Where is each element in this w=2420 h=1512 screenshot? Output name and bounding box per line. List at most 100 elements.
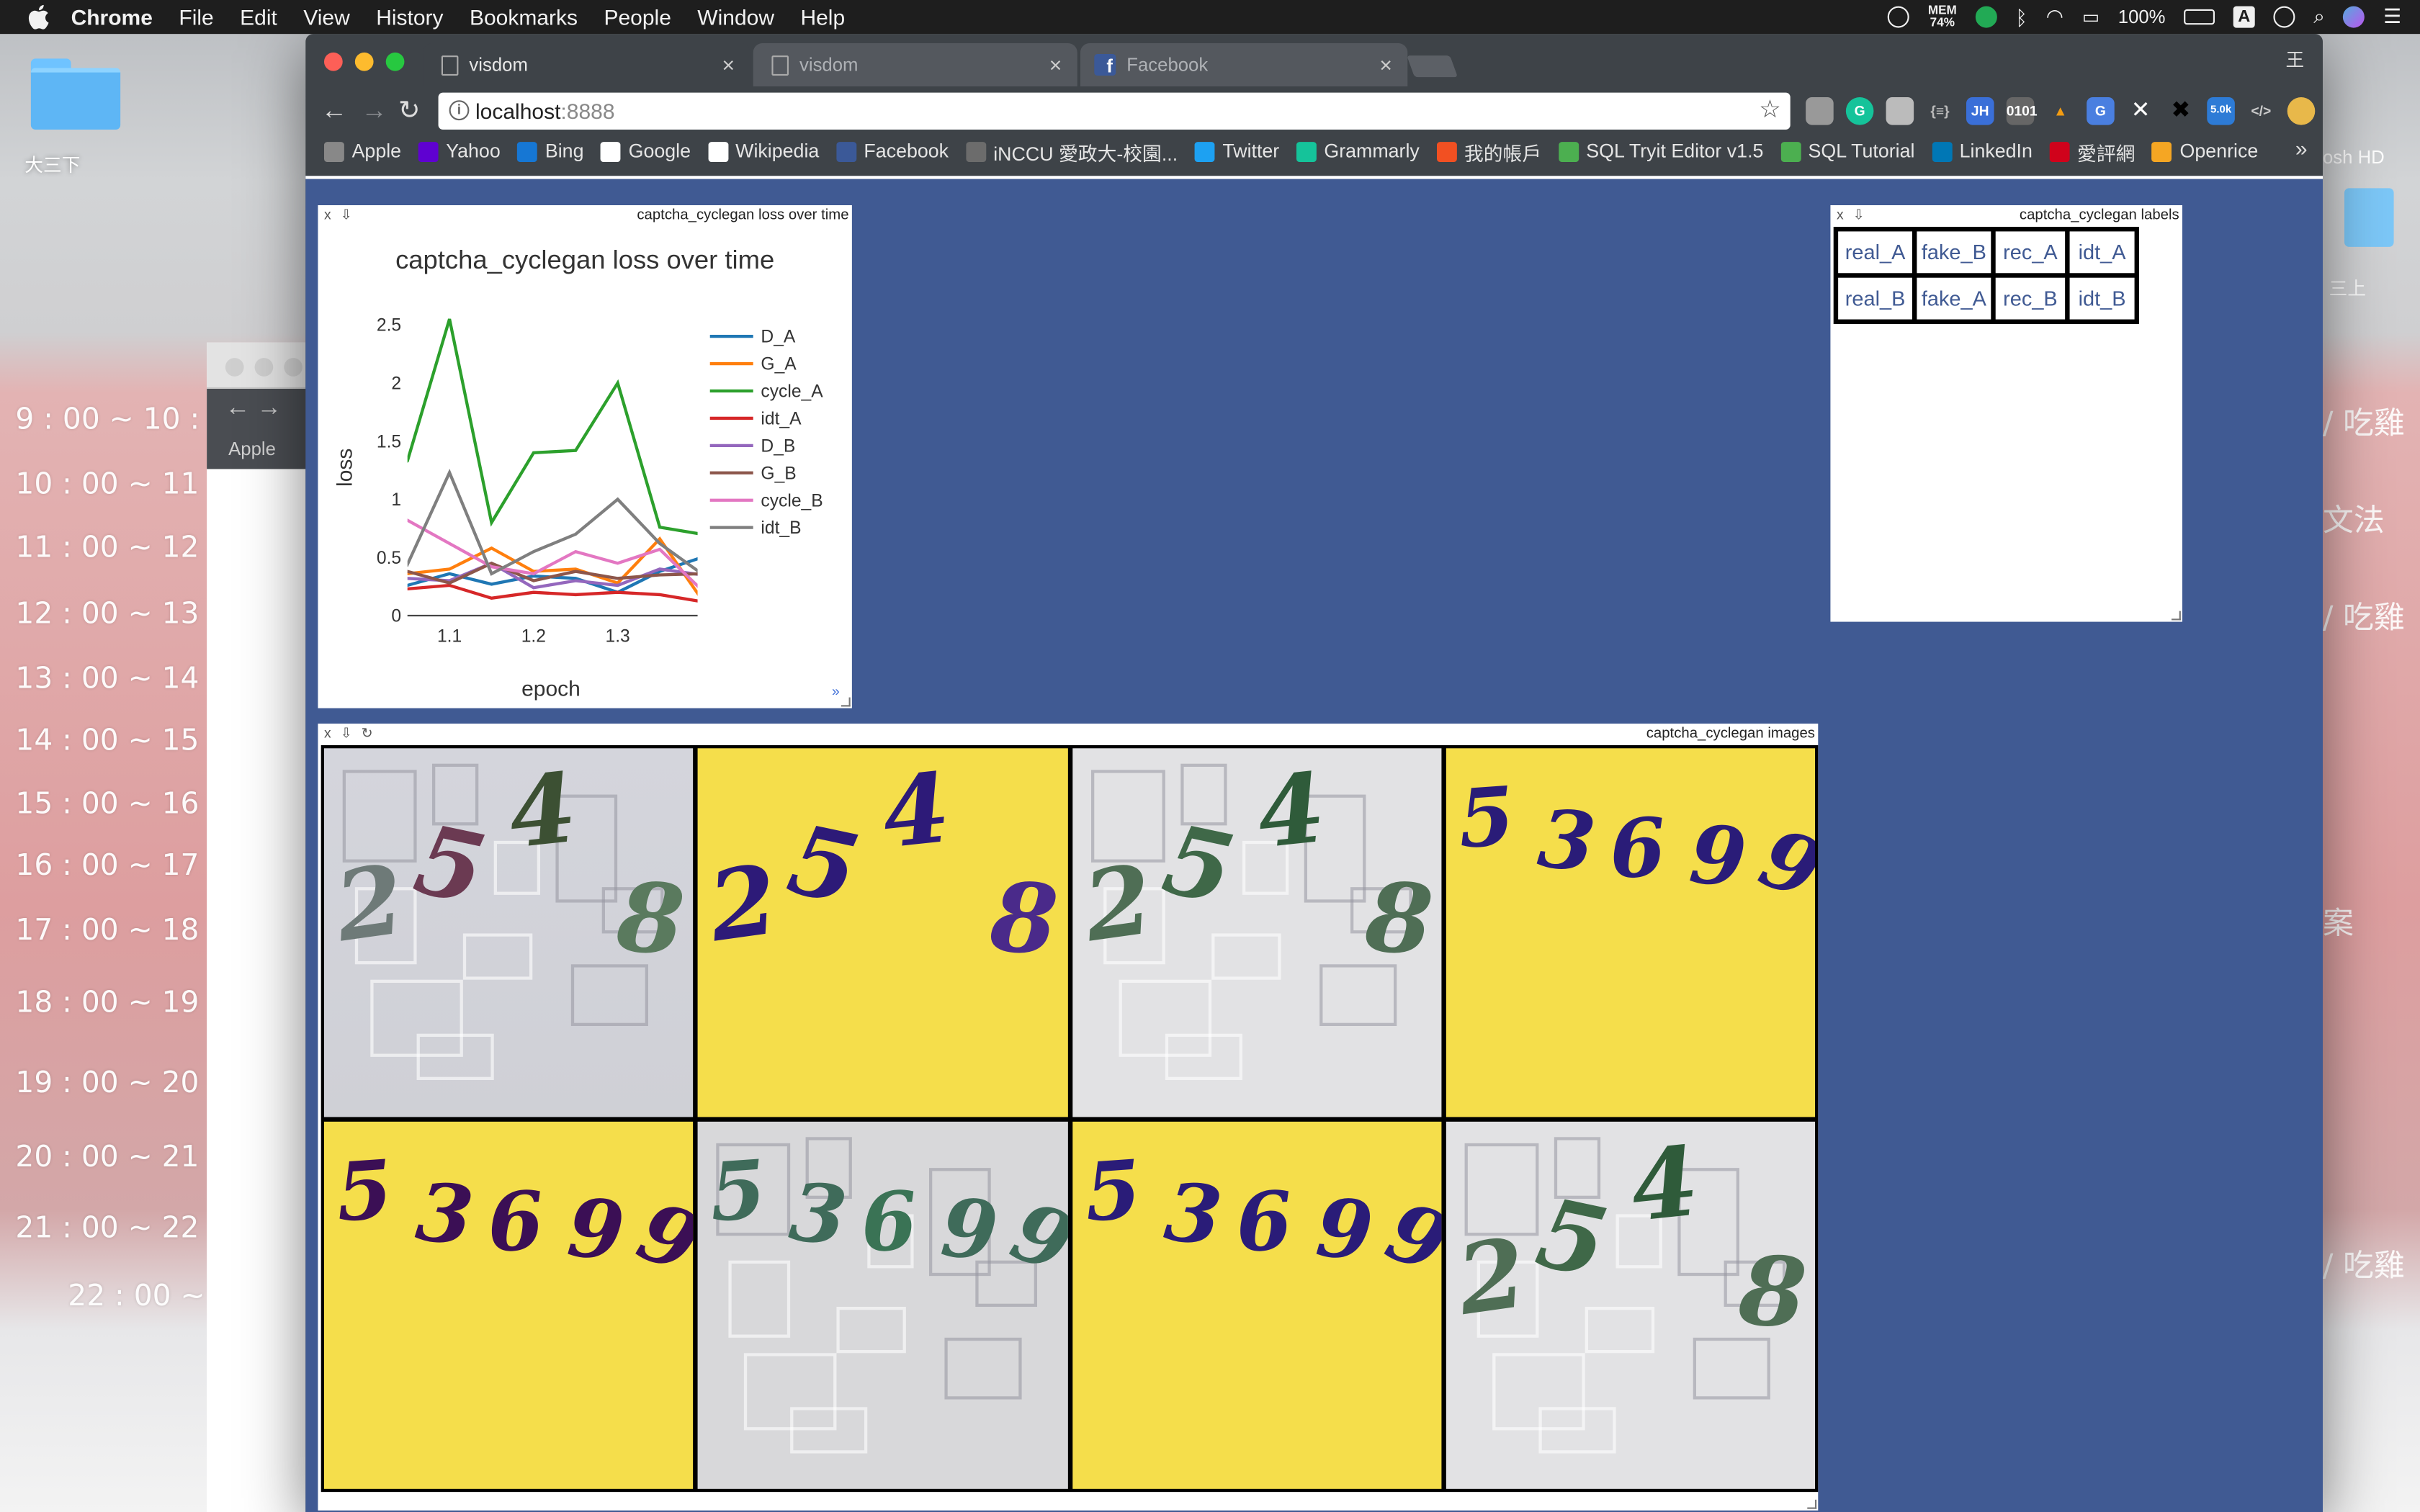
bookmark-item[interactable]: LinkedIn (1932, 140, 2033, 162)
noise-line (1538, 1406, 1616, 1453)
bookmark-label: Google (628, 140, 691, 162)
back-arrow-icon[interactable]: ← → (207, 389, 315, 432)
menu-window[interactable]: Window (697, 4, 775, 30)
resize-handle[interactable] (841, 697, 851, 707)
menu-help[interactable]: Help (800, 4, 846, 30)
badge-extension-icon[interactable]: 5.0k (2207, 97, 2235, 125)
tools-extension-icon[interactable]: ✕ (2130, 97, 2151, 124)
bookmark-item[interactable]: Google (601, 140, 691, 162)
minimize-window-button[interactable] (354, 52, 374, 71)
close-pane-icon[interactable]: x (324, 725, 331, 741)
close-tab-icon[interactable]: × (1379, 52, 1392, 78)
info-icon[interactable]: i (449, 100, 470, 121)
background-window[interactable]: ← → Apple (207, 342, 315, 1512)
save-pane-icon[interactable]: ⇩ (340, 725, 352, 741)
wifi-icon[interactable]: ◠ (2045, 4, 2064, 28)
bookmark-item[interactable]: 愛評網 (2049, 137, 2135, 166)
mem-label: MEM (1927, 3, 1957, 17)
tab-visdom-active[interactable]: visdom × (423, 43, 750, 86)
bookmark-label[interactable]: Apple (228, 438, 276, 460)
clock-icon[interactable] (2273, 6, 2295, 28)
bookmark-item[interactable]: SQL Tryit Editor v1.5 (1558, 140, 1763, 162)
bookmark-item[interactable]: Yahoo (418, 140, 501, 162)
bookmark-item[interactable]: iNCCU 愛政大-校園... (965, 137, 1178, 166)
folder-icon[interactable] (30, 58, 121, 132)
airplay-icon[interactable]: ▭ (2081, 6, 2100, 28)
close-pane-icon[interactable]: x (324, 207, 331, 222)
captcha-digit: 8 (987, 860, 1062, 978)
translate-extension-icon[interactable]: G (2087, 97, 2115, 125)
json-extension-icon[interactable]: {≡} (1930, 103, 1950, 119)
zoom-window-button[interactable] (385, 52, 405, 71)
forward-icon[interactable]: → (361, 95, 387, 125)
siri-icon[interactable] (2343, 6, 2365, 28)
menu-history[interactable]: History (376, 4, 444, 30)
plotly-link[interactable]: » (831, 683, 840, 699)
resize-handle[interactable] (1807, 1499, 1817, 1509)
menu-view[interactable]: View (303, 4, 350, 30)
input-source[interactable]: A (2233, 6, 2255, 28)
activity-icon[interactable] (1888, 6, 1910, 28)
spotlight-search-icon[interactable]: ⌕ (2313, 4, 2325, 28)
save-pane-icon[interactable]: ⇩ (1852, 207, 1865, 222)
bookmark-item[interactable]: Twitter (1194, 140, 1279, 162)
right-wallpaper-strip: 三上 / 吃雞 文法 / 吃雞 案 / 吃雞 (2323, 173, 2420, 1512)
memory-indicator[interactable]: MEM 74% (1928, 4, 1957, 29)
labels-pane[interactable]: x ⇩ captcha_cyclegan labels real_A fake_B r… (1830, 205, 2182, 622)
dollar-icon[interactable] (1975, 6, 1997, 28)
tab-facebook[interactable]: f Facebook × (1080, 43, 1408, 86)
address-bar[interactable]: i localhost:8888 ☆ (438, 92, 1791, 130)
close-tab-icon[interactable]: × (1049, 52, 1062, 78)
refresh-pane-icon[interactable]: ↻ (361, 725, 373, 741)
menu-file[interactable]: File (179, 4, 214, 30)
app-menu[interactable]: Chrome (71, 4, 153, 30)
bookmark-star-icon[interactable]: ☆ (1759, 97, 1781, 124)
right-item: / 吃雞 (2323, 404, 2405, 441)
bookmark-item[interactable]: Bing (517, 140, 584, 162)
new-tab-button[interactable] (1407, 55, 1458, 78)
bookmarks-overflow-button[interactable]: » (2295, 135, 2308, 161)
bookmark-item[interactable]: Wikipedia (707, 140, 819, 162)
apple-menu-icon[interactable] (28, 4, 53, 30)
tab-visdom[interactable]: visdom × (753, 43, 1077, 86)
bookmark-item[interactable]: Apple (324, 140, 401, 162)
close-pane-icon[interactable]: x (1837, 207, 1844, 222)
save-pane-icon[interactable]: ⇩ (340, 207, 352, 222)
profile-button[interactable]: 王 (2285, 49, 2305, 71)
bluetooth-icon[interactable]: ᛒ (2015, 5, 2028, 29)
bookmark-item[interactable]: Grammarly (1296, 140, 1420, 162)
grammarly-extension-icon[interactable]: G (1845, 97, 1874, 125)
reload-icon[interactable]: ↻ (398, 95, 421, 125)
resize-handle[interactable] (2172, 611, 2181, 621)
back-icon[interactable]: ← (321, 95, 348, 125)
x-extension-icon[interactable]: ✖ (2171, 97, 2191, 124)
captcha-digit: 8 (1735, 1233, 1810, 1350)
bookmark-item[interactable]: Openrice (2151, 140, 2258, 162)
binary-extension-icon[interactable]: 0101 (2006, 97, 2038, 125)
menu-bar: Chrome File Edit View History Bookmarks … (0, 0, 2420, 35)
menu-people[interactable]: People (604, 4, 671, 30)
menu-bookmarks[interactable]: Bookmarks (469, 4, 578, 30)
loss-chart-pane[interactable]: x ⇩ captcha_cyclegan loss over time captc… (318, 205, 852, 708)
box-extension-icon[interactable] (1886, 97, 1914, 125)
battery-icon[interactable] (2184, 9, 2215, 25)
bookmark-item[interactable]: Facebook (835, 140, 949, 162)
close-tab-icon[interactable]: × (722, 52, 735, 78)
bookmark-item[interactable]: 我的帳戶 (1436, 137, 1541, 166)
captcha-digit: 5 (333, 1142, 396, 1241)
bookmark-item[interactable]: SQL Tutorial (1780, 140, 1914, 162)
drive-extension-icon[interactable] (1806, 97, 1834, 125)
folder-icon[interactable] (2344, 188, 2394, 247)
notification-center-icon[interactable]: ☰ (2383, 4, 2402, 28)
close-window-button[interactable] (324, 52, 343, 71)
menu-edit[interactable]: Edit (240, 4, 277, 30)
battery-percent[interactable]: 100% (2118, 6, 2166, 28)
captcha-digit: 9 (1373, 1183, 1441, 1292)
jh-extension-icon[interactable]: JH (1966, 97, 1994, 125)
code-extension-icon[interactable]: </> (2251, 103, 2272, 119)
pane-title: captcha_cyclegan labels (2019, 207, 2179, 224)
fire-extension-icon[interactable]: ▲ (2053, 103, 2068, 119)
honey-extension-icon[interactable] (2287, 97, 2316, 125)
